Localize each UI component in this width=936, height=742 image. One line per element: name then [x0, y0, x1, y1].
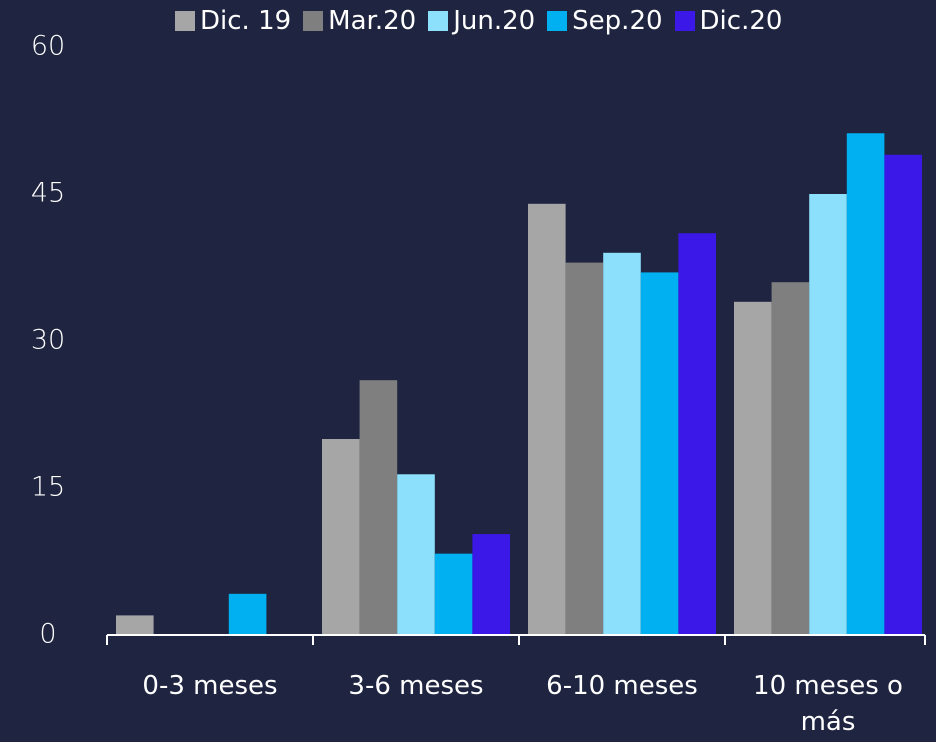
- legend-swatch: [303, 11, 324, 31]
- bar: [678, 233, 716, 635]
- y-tick-label: 15: [31, 472, 65, 503]
- legend-label: Sep.20: [572, 6, 663, 36]
- bar: [116, 615, 154, 635]
- bar: [228, 593, 267, 635]
- legend-item: Dic.20: [674, 6, 783, 36]
- bar: [359, 380, 398, 635]
- bar: [846, 133, 885, 636]
- x-tick-label: 0-3 meses: [142, 671, 278, 701]
- legend-label: Mar.20: [328, 6, 417, 36]
- legend-label: Dic. 19: [200, 6, 292, 36]
- bar: [884, 154, 922, 636]
- bar: [809, 194, 847, 635]
- x-tick-label: 10 meses o más: [753, 671, 903, 737]
- legend-item: Dic. 19: [175, 6, 291, 36]
- y-tick-label: 60: [31, 31, 65, 62]
- legend-item: Sep.20: [547, 6, 663, 36]
- legend-item: Jun.20: [428, 6, 535, 36]
- bar: [472, 534, 510, 635]
- y-tick-label: 30: [31, 325, 65, 356]
- bar: [734, 301, 772, 635]
- legend-label: Dic.20: [699, 6, 783, 36]
- x-tick-label: 6-10 meses: [546, 671, 698, 701]
- legend: Dic. 19 Mar.20 Jun.20 Sep.20 Dic.20: [175, 6, 782, 36]
- legend-label: Jun.20: [453, 6, 536, 36]
- legend-swatch: [428, 11, 449, 31]
- y-tick-label: 45: [31, 178, 65, 209]
- bar: [603, 252, 641, 636]
- bar: [322, 439, 360, 635]
- bar: [640, 272, 679, 635]
- x-tick-label: 3-6 meses: [348, 671, 484, 701]
- bar: [397, 474, 435, 635]
- bar: [528, 203, 566, 636]
- legend-swatch: [175, 11, 195, 31]
- legend-swatch: [547, 11, 568, 31]
- bar: [565, 262, 604, 635]
- bar: [434, 553, 473, 635]
- y-tick-label: 0: [39, 619, 56, 650]
- bar: [771, 282, 810, 635]
- legend-item: Mar.20: [303, 6, 416, 36]
- legend-swatch: [674, 11, 695, 31]
